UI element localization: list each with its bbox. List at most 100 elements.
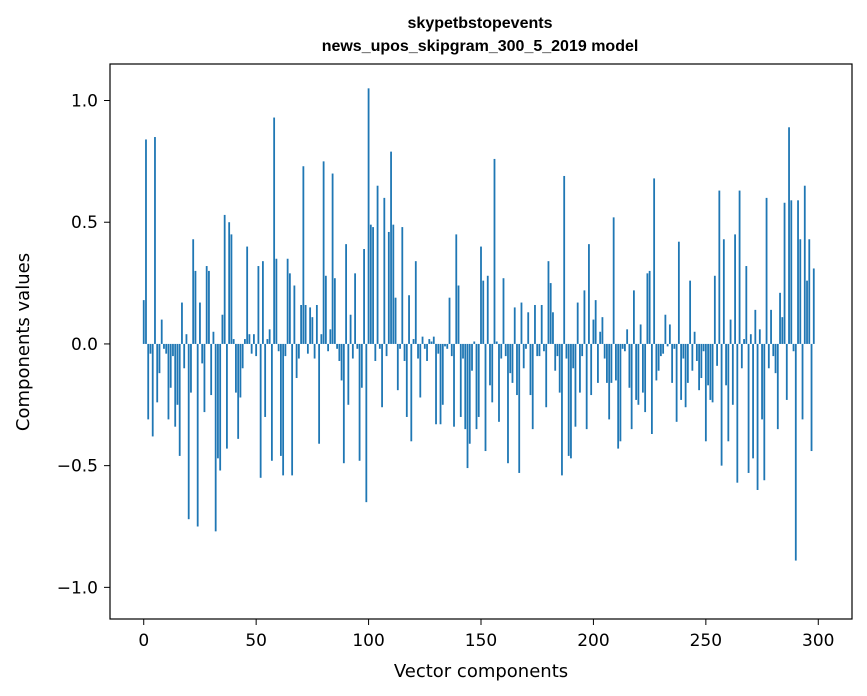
bar-269: [747, 343, 750, 473]
bar-217: [630, 343, 633, 430]
bar-152: [484, 343, 487, 452]
bar-131: [437, 343, 440, 354]
bar-218: [633, 290, 635, 344]
bar-67: [293, 285, 296, 344]
bar-191: [572, 343, 575, 369]
bar-149: [477, 343, 480, 417]
bar-58: [273, 117, 276, 344]
bar-252: [709, 343, 712, 400]
x-tick-label: 0: [138, 631, 149, 651]
bar-41: [235, 343, 237, 393]
bar-83: [329, 329, 332, 344]
bar-167: [518, 343, 521, 473]
bar-162: [507, 343, 509, 464]
x-axis-ticks: 0 50 100 150 200 250 300: [138, 619, 834, 651]
bar-232: [664, 314, 667, 344]
bar-229: [657, 343, 660, 371]
x-tick-label: 200: [577, 631, 609, 651]
bar-144: [466, 343, 469, 469]
bar-27: [203, 343, 206, 413]
bar-231: [662, 343, 665, 354]
bar-163: [509, 343, 512, 374]
bar-76: [313, 343, 316, 359]
bar-198: [588, 244, 590, 344]
y-tick-label: 1.0: [71, 92, 98, 112]
bar-288: [790, 200, 793, 344]
bar-281: [774, 343, 777, 374]
bar-79: [320, 334, 323, 344]
bar-289: [792, 343, 795, 352]
bar-122: [417, 343, 419, 359]
bar-250: [704, 343, 707, 442]
bar-55: [266, 339, 269, 344]
bar-7: [158, 343, 161, 374]
bar-18: [183, 343, 186, 369]
bar-10: [165, 343, 168, 354]
bar-222: [641, 343, 644, 393]
bar-241: [684, 343, 687, 408]
bar-195: [581, 343, 584, 357]
bar-297: [810, 343, 813, 452]
bar-103: [374, 343, 377, 361]
bar-239: [680, 343, 683, 400]
bar-68: [295, 343, 298, 379]
bar-213: [621, 343, 624, 349]
bar-34: [219, 343, 222, 471]
bar-20: [187, 343, 190, 520]
bar-173: [531, 343, 534, 430]
bar-30: [210, 343, 213, 396]
bar-261: [729, 319, 732, 344]
bar-24: [196, 343, 199, 527]
bar-273: [756, 343, 759, 490]
bar-147: [473, 341, 476, 344]
bar-92: [349, 314, 352, 344]
bar-45: [244, 339, 246, 344]
bar-15: [176, 343, 179, 405]
bar-48: [250, 343, 253, 354]
x-tick-label: 50: [245, 631, 267, 651]
bar-117: [405, 343, 408, 417]
bar-220: [637, 343, 640, 405]
bar-60: [277, 343, 280, 352]
bar-284: [781, 317, 784, 344]
bar-25: [199, 302, 201, 344]
bar-212: [619, 343, 622, 442]
bar-93: [351, 343, 354, 359]
bar-111: [392, 224, 395, 344]
bar-221: [639, 324, 642, 344]
bar-168: [520, 302, 523, 344]
bar-5: [154, 137, 156, 344]
bar-228: [655, 343, 658, 381]
bar-146: [471, 343, 473, 371]
bar-127: [428, 339, 431, 344]
chart-title: skypetbstopevents: [408, 15, 553, 32]
bar-135: [446, 343, 449, 349]
bar-77: [315, 304, 318, 344]
bar-36: [223, 214, 226, 344]
bar-224: [646, 273, 649, 344]
bar-47: [248, 334, 251, 344]
bar-270: [749, 334, 752, 344]
bar-16: [178, 343, 181, 456]
bar-290: [794, 343, 797, 561]
bar-296: [808, 239, 811, 344]
bar-185: [558, 343, 561, 393]
bar-238: [677, 241, 680, 344]
bar-192: [574, 343, 577, 427]
bar-121: [414, 261, 417, 344]
bar-133: [441, 343, 444, 405]
bar-101: [369, 224, 372, 344]
bar-249: [702, 343, 705, 352]
bar-244: [691, 343, 694, 371]
bar-29: [208, 270, 210, 344]
bar-265: [738, 190, 741, 344]
x-axis-label: Vector components: [394, 661, 568, 682]
bar-184: [556, 343, 559, 357]
bar-138: [453, 343, 455, 427]
bar-28: [205, 266, 208, 344]
bar-190: [570, 343, 572, 459]
bar-124: [421, 336, 424, 344]
bar-9: [163, 343, 165, 349]
bar-242: [686, 343, 689, 383]
